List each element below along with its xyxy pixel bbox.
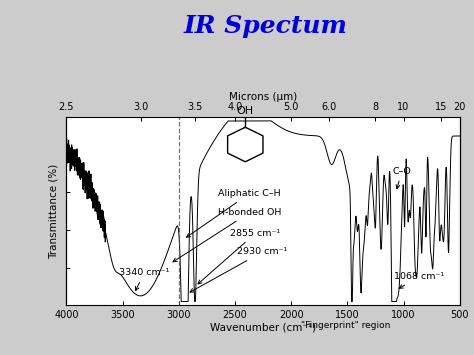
X-axis label: Microns (μm): Microns (μm) — [229, 92, 297, 102]
Text: Aliphatic C–H: Aliphatic C–H — [186, 189, 281, 237]
Text: C–O: C–O — [392, 166, 411, 189]
Text: 2855 cm⁻¹: 2855 cm⁻¹ — [198, 229, 281, 284]
Y-axis label: Transmittance (%): Transmittance (%) — [49, 164, 59, 259]
Text: 3340 cm⁻¹: 3340 cm⁻¹ — [119, 268, 170, 290]
Text: "Fingerprint" region: "Fingerprint" region — [301, 321, 391, 330]
Text: 2930 cm⁻¹: 2930 cm⁻¹ — [190, 247, 288, 292]
Text: 1068 cm⁻¹: 1068 cm⁻¹ — [394, 272, 445, 288]
Text: IR Spectum: IR Spectum — [183, 14, 347, 38]
Text: OH: OH — [237, 106, 254, 116]
X-axis label: Wavenumber (cm⁻¹): Wavenumber (cm⁻¹) — [210, 323, 316, 333]
Text: H-bonded OH: H-bonded OH — [173, 208, 282, 262]
